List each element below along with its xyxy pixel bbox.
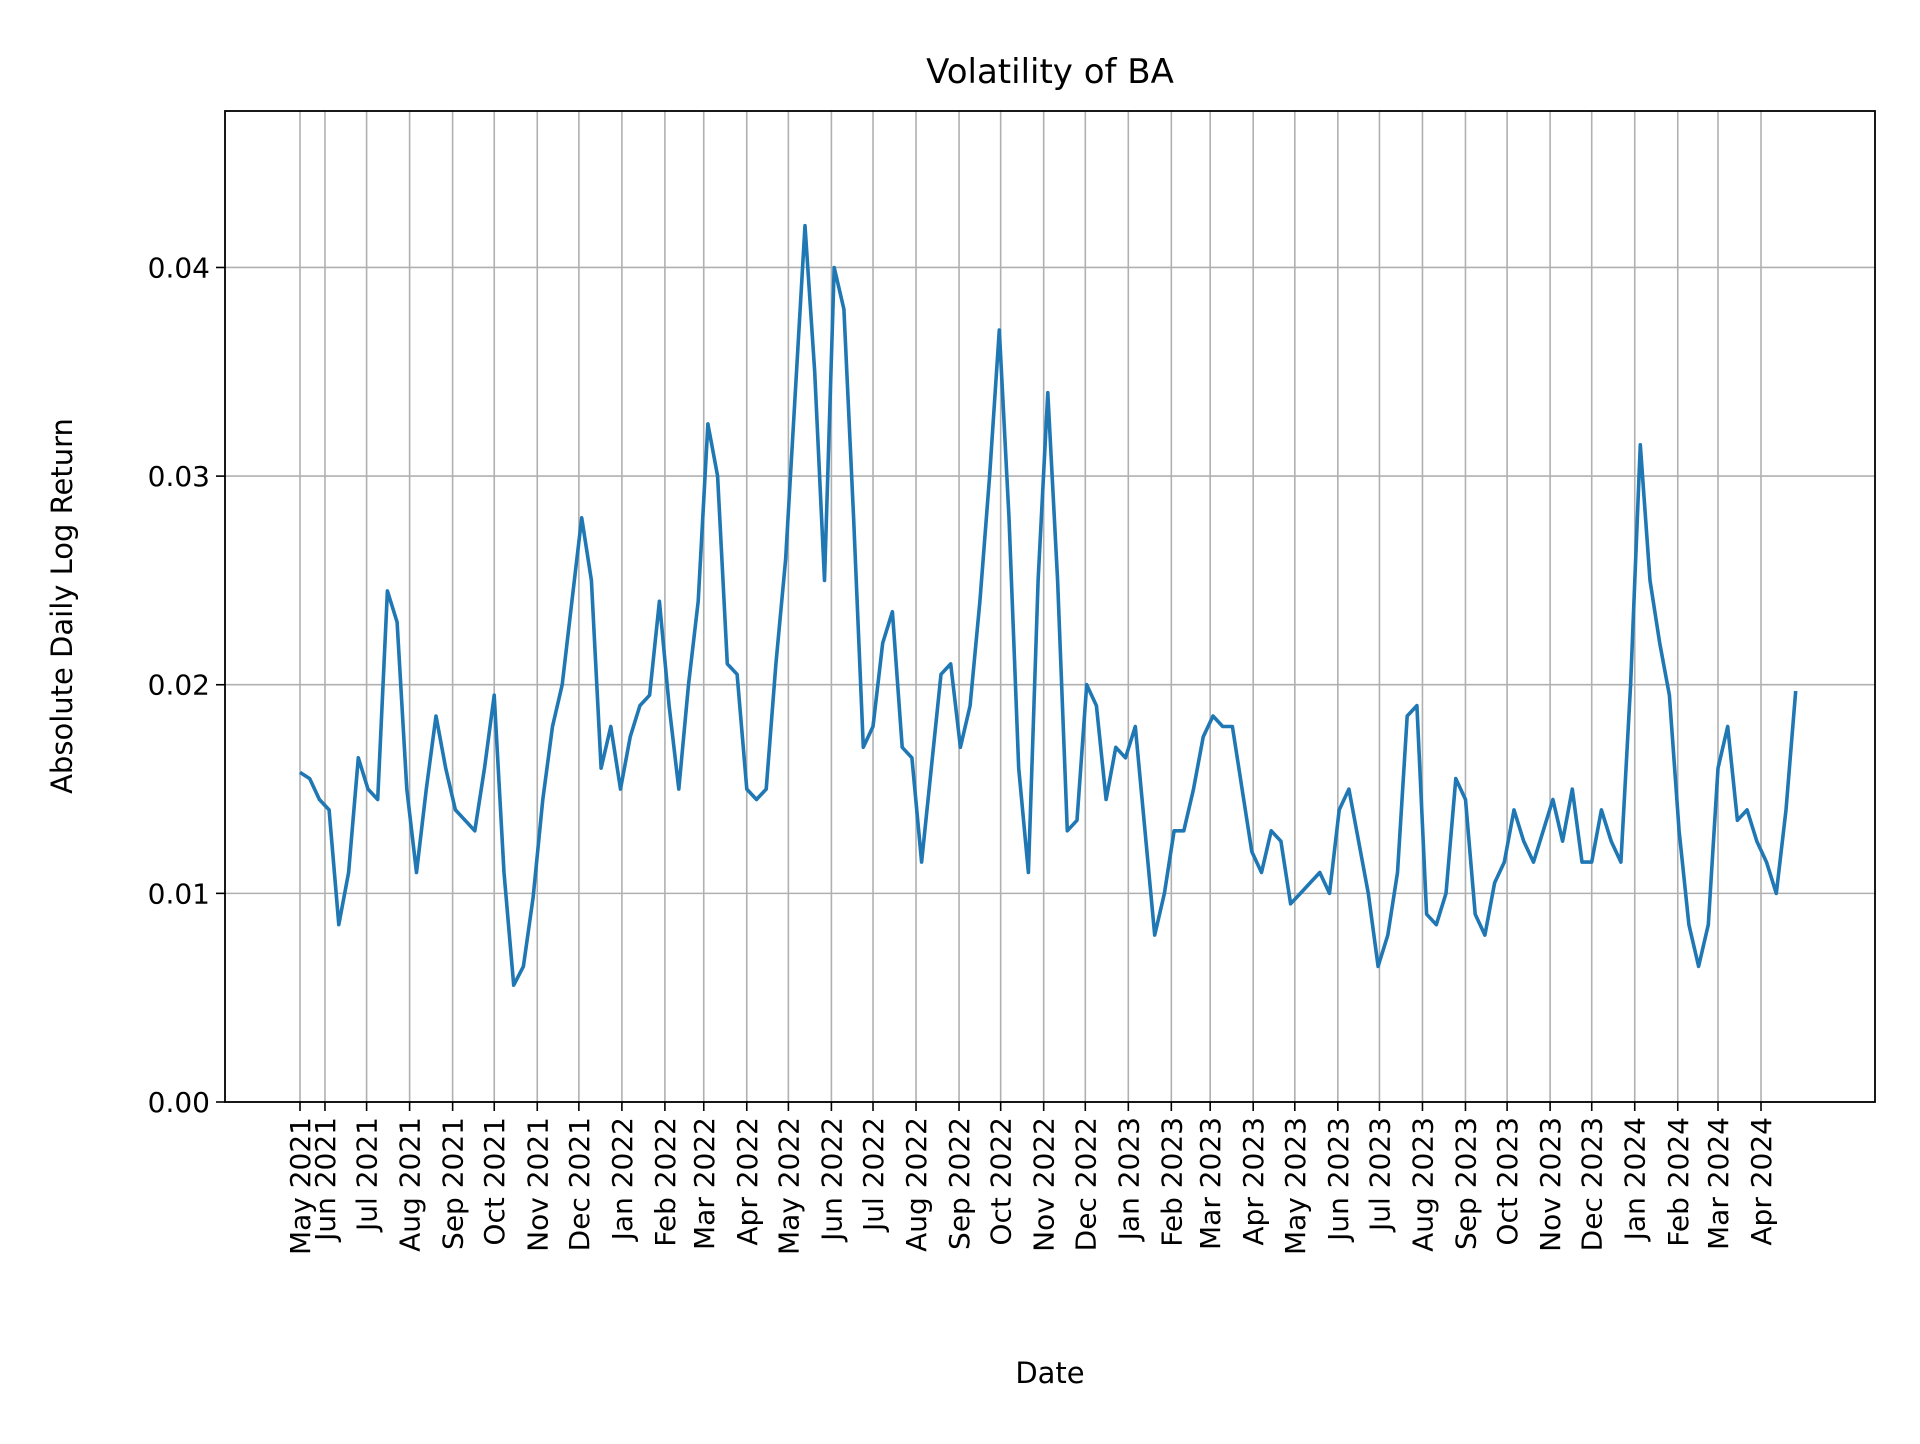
- x-tick-label: Aug 2021: [394, 1117, 427, 1252]
- x-tick-label: Jan 2023: [1112, 1117, 1145, 1242]
- x-tick-label: Jul 2022: [857, 1117, 890, 1233]
- x-tick-label: Sep 2023: [1449, 1117, 1482, 1250]
- series-group: [300, 226, 1796, 986]
- x-tick-label: Oct 2021: [478, 1117, 511, 1246]
- x-tick-label: Sep 2022: [943, 1117, 976, 1250]
- x-tick-label: Oct 2023: [1491, 1117, 1524, 1246]
- x-tick-label: Aug 2023: [1406, 1117, 1439, 1252]
- x-tick-label: Jan 2024: [1619, 1117, 1652, 1242]
- grid-lines: [225, 111, 1875, 1102]
- x-tick-label: May 2023: [1279, 1117, 1312, 1255]
- y-tick-label: 0.03: [148, 460, 210, 493]
- x-tick-label: Apr 2023: [1237, 1117, 1270, 1246]
- x-tick-label: Apr 2024: [1745, 1117, 1778, 1246]
- x-tick-label: Feb 2024: [1662, 1117, 1695, 1247]
- x-tick-label: Dec 2021: [563, 1117, 596, 1251]
- x-tick-label: Oct 2022: [985, 1117, 1018, 1246]
- x-tick-label: May 2022: [772, 1117, 805, 1255]
- y-axis-label: Absolute Daily Log Return: [45, 418, 79, 794]
- x-tick-label: Aug 2022: [900, 1117, 933, 1252]
- x-tick-label: Mar 2023: [1194, 1117, 1227, 1250]
- x-axis-label: Date: [1015, 1356, 1084, 1390]
- x-tick-label: Jul 2023: [1363, 1117, 1396, 1233]
- x-tick-label: Feb 2023: [1155, 1117, 1188, 1247]
- y-axis-ticks: 0.00 0.01 0.02 0.03 0.04: [148, 251, 225, 1119]
- x-tick-label: Sep 2021: [437, 1117, 470, 1250]
- x-tick-label: Jun 2022: [815, 1117, 848, 1243]
- x-tick-label: Nov 2021: [521, 1117, 554, 1252]
- chart-title: Volatility of BA: [926, 52, 1174, 92]
- volatility-series-line: [300, 226, 1796, 986]
- x-tick-label: Jul 2021: [351, 1117, 384, 1233]
- y-tick-label: 0.02: [148, 669, 210, 702]
- x-tick-label: Feb 2022: [649, 1117, 682, 1247]
- x-tick-label: Nov 2022: [1028, 1117, 1061, 1252]
- x-tick-label: Jun 2023: [1322, 1117, 1355, 1243]
- x-tick-label: Mar 2022: [688, 1117, 721, 1250]
- x-tick-label: Dec 2022: [1069, 1117, 1102, 1251]
- x-tick-label: Jun 2021: [309, 1117, 342, 1243]
- x-tick-label: Jan 2022: [606, 1117, 639, 1242]
- y-tick-label: 0.01: [148, 877, 210, 910]
- x-tick-label: Nov 2023: [1534, 1117, 1567, 1252]
- x-tick-label: Apr 2022: [731, 1117, 764, 1246]
- plot-frame: [225, 111, 1875, 1102]
- x-tick-label: Mar 2024: [1702, 1117, 1735, 1250]
- y-tick-label: 0.00: [148, 1086, 210, 1119]
- y-tick-label: 0.04: [148, 251, 210, 284]
- x-tick-label: Dec 2023: [1576, 1117, 1609, 1251]
